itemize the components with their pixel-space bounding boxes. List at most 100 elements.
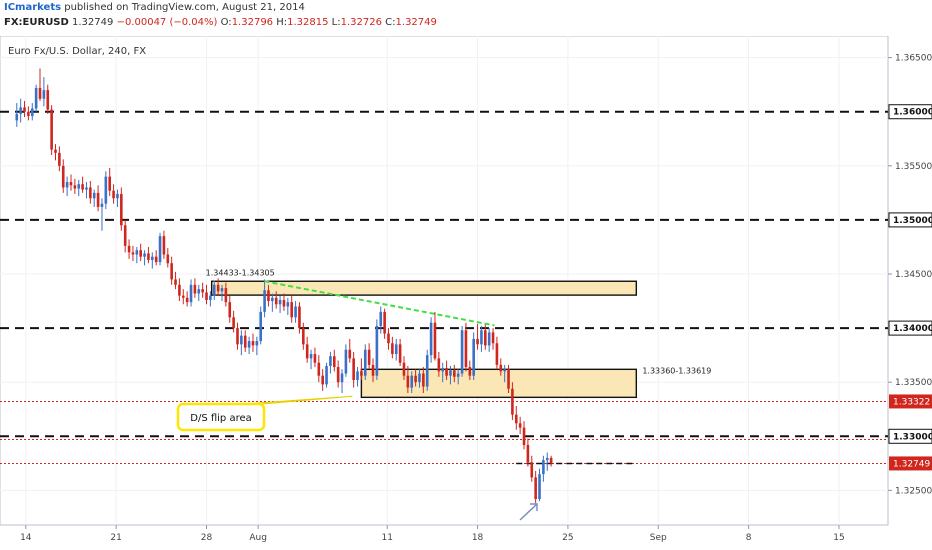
candle	[526, 438, 530, 467]
candle-body	[406, 375, 410, 388]
candle-body	[286, 302, 290, 307]
publisher-name[interactable]: ICmarkets	[4, 2, 62, 13]
candle	[410, 371, 414, 394]
candle-body	[367, 349, 371, 365]
candle	[19, 98, 22, 123]
high-value: 1.32815	[287, 17, 329, 28]
candle	[158, 232, 162, 266]
candle	[495, 336, 499, 370]
candle-body	[178, 284, 181, 296]
candle	[453, 364, 456, 383]
candle-body	[139, 250, 142, 257]
candle-body	[383, 311, 386, 334]
candle-body	[453, 370, 456, 377]
candle-body	[507, 369, 510, 389]
candle-body	[30, 108, 34, 117]
candle	[379, 306, 383, 334]
chart-header: ICmarkets published on TradingView.com, …	[0, 0, 932, 36]
candle	[166, 248, 170, 268]
candle-body	[321, 375, 324, 385]
candle-body	[305, 344, 309, 359]
candle-body	[534, 477, 537, 500]
publisher-line: ICmarkets published on TradingView.com, …	[4, 2, 305, 13]
candle	[336, 360, 340, 388]
key-level-tag	[888, 212, 932, 228]
candle	[236, 322, 239, 350]
candle	[414, 369, 417, 387]
candle-body	[278, 299, 282, 305]
candle-body	[15, 113, 19, 121]
candle-body	[375, 325, 379, 376]
candle-body	[154, 256, 158, 263]
candle	[73, 178, 77, 194]
candle-body	[468, 367, 472, 376]
candle-body	[526, 444, 530, 463]
candle	[38, 68, 42, 101]
candle-body	[414, 375, 417, 383]
price-chart[interactable]: 1.34433-1.34305 1.33360-1.33619 D/S flip a…	[0, 36, 932, 550]
y-tick-label: 1.32500	[895, 486, 932, 496]
candle-body	[69, 182, 73, 186]
low-value: 1.32726	[340, 17, 382, 28]
candle	[255, 336, 259, 356]
candle	[23, 100, 26, 118]
zone-label-lower: 1.33360-1.33619	[642, 366, 711, 375]
candle	[449, 365, 452, 385]
time-axis[interactable]: 14 21 28 Aug 11 18 25 Sep 8 15	[20, 525, 845, 543]
candle	[193, 278, 197, 298]
candle	[332, 349, 336, 372]
candle-body	[112, 190, 115, 199]
candle-body	[518, 423, 522, 428]
candle	[205, 284, 208, 305]
candle-body	[476, 338, 479, 345]
candle-body	[332, 356, 336, 368]
candle	[278, 295, 282, 313]
candle	[538, 468, 541, 502]
x-tick-label: 14	[20, 533, 32, 543]
candle-body	[514, 414, 518, 424]
candle	[321, 369, 324, 391]
candle	[112, 184, 115, 204]
red-level-tag	[889, 456, 932, 471]
candle-body	[464, 330, 468, 368]
candle	[460, 325, 464, 377]
candle	[89, 180, 92, 204]
candle-body	[38, 87, 42, 99]
candle-body	[352, 358, 355, 381]
arrow-icon	[519, 503, 538, 521]
candle	[170, 256, 173, 285]
candles-layer	[15, 68, 553, 504]
candle-body	[65, 182, 69, 188]
candle	[545, 452, 549, 471]
candle	[267, 284, 270, 307]
candle-body	[422, 373, 425, 387]
arrow-head-icon	[530, 503, 538, 511]
candle	[340, 369, 344, 394]
plot-area[interactable]	[0, 36, 889, 526]
candle	[507, 364, 510, 394]
candle-body	[329, 356, 332, 366]
y-tick-label: 1.34500	[895, 270, 932, 280]
candle-body	[216, 284, 220, 292]
candle-body	[371, 364, 375, 376]
candle	[549, 455, 553, 467]
candle	[344, 344, 348, 377]
candle-body	[410, 375, 414, 388]
candle-body	[484, 330, 487, 346]
symbol-label[interactable]: FX:EURUSD	[4, 17, 69, 28]
x-tick-label: 11	[381, 533, 392, 543]
price-axis[interactable]: 1.32500 1.33500 1.34500 1.35500 1.36500 1.360…	[888, 54, 932, 497]
candle-body	[360, 371, 363, 376]
candle	[286, 297, 290, 316]
candle	[468, 360, 472, 381]
key-level-tag	[888, 428, 932, 444]
key-level-label: 1.34000	[893, 324, 932, 334]
candle	[503, 364, 506, 383]
last-price: 1.32749	[72, 17, 114, 28]
candle-body	[251, 341, 255, 346]
key-level-label: 1.35000	[893, 216, 932, 226]
candle-body	[394, 344, 398, 355]
candle	[429, 317, 433, 363]
candle	[514, 405, 518, 430]
candle	[178, 278, 181, 302]
